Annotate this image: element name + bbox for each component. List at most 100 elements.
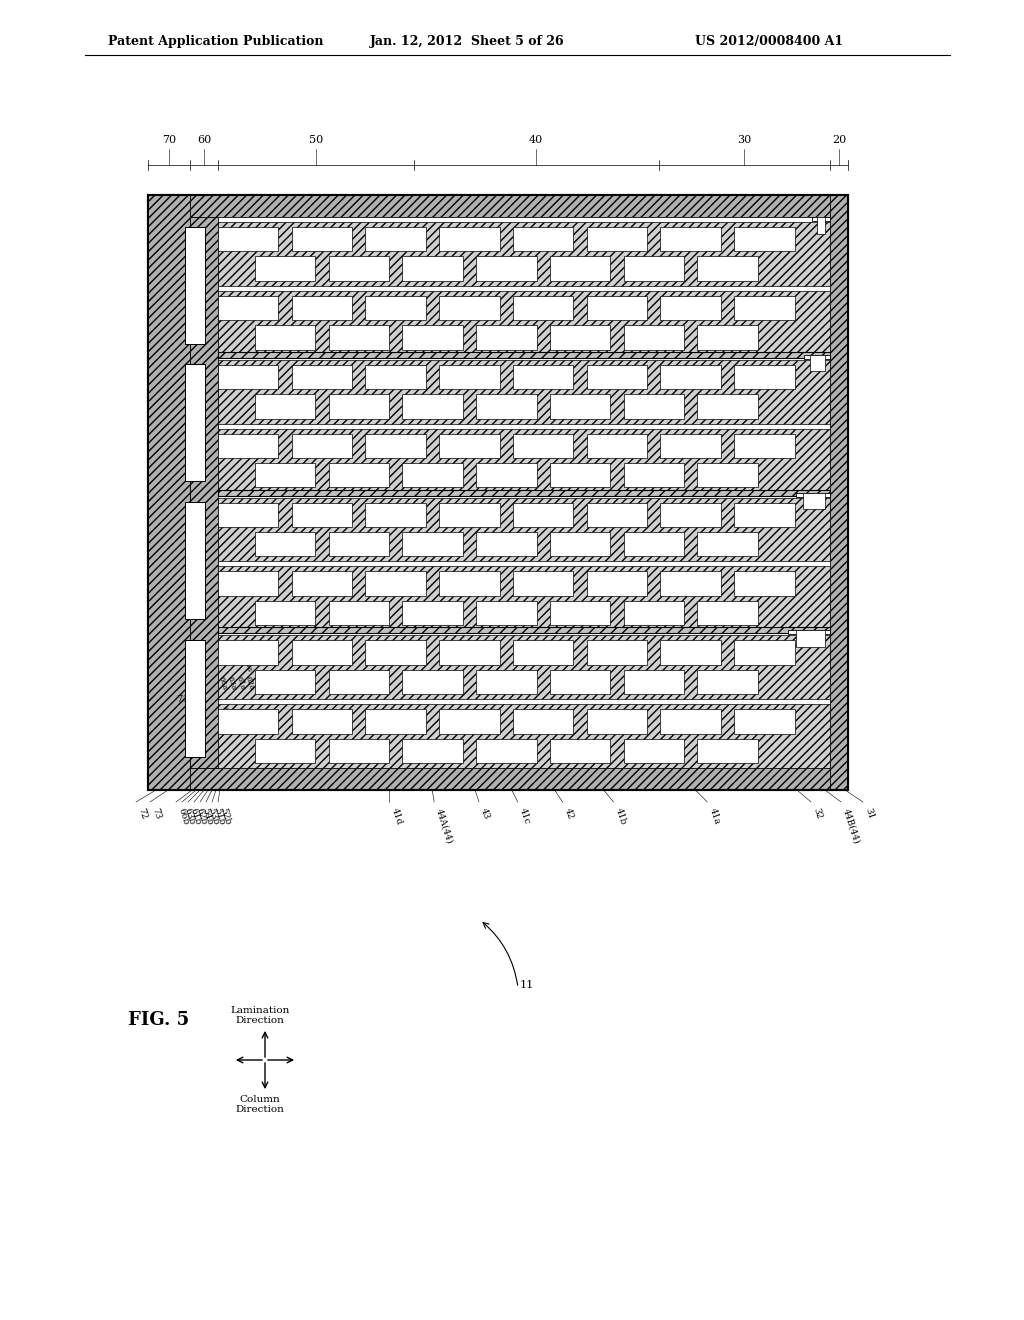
Bar (255, 532, 315, 556)
Bar (366, 364, 426, 389)
Text: 53b: 53b (206, 807, 220, 826)
Bar (218, 492, 830, 498)
Bar (329, 463, 389, 487)
Bar (218, 424, 830, 429)
Bar (550, 532, 610, 556)
Bar (660, 709, 721, 734)
Bar (218, 700, 830, 704)
Bar (830, 195, 848, 789)
Text: 53a: 53a (262, 675, 274, 692)
Bar (402, 256, 463, 281)
Bar (660, 503, 721, 527)
Bar (439, 640, 500, 665)
Bar (550, 256, 610, 281)
Bar (796, 630, 825, 647)
Bar (587, 572, 647, 595)
Bar (329, 739, 389, 763)
Bar (587, 709, 647, 734)
Bar (218, 296, 279, 321)
Bar (624, 669, 684, 694)
Text: 41a: 41a (708, 807, 721, 826)
Bar (402, 395, 463, 418)
Bar (185, 640, 205, 756)
Bar (366, 296, 426, 321)
Bar (402, 601, 463, 626)
Bar (218, 216, 830, 768)
Text: 51a: 51a (271, 675, 283, 692)
Bar (218, 640, 279, 665)
Bar (476, 325, 537, 350)
Bar (587, 503, 647, 527)
Bar (366, 503, 426, 527)
Bar (810, 355, 825, 371)
Bar (218, 572, 279, 595)
Text: 66a: 66a (217, 675, 229, 692)
Bar (697, 739, 758, 763)
Bar (366, 640, 426, 665)
Text: 11: 11 (520, 979, 535, 990)
Text: 31: 31 (863, 807, 876, 821)
Bar (218, 434, 279, 458)
Bar (439, 227, 500, 251)
Bar (329, 532, 389, 556)
Bar (734, 296, 795, 321)
Bar (476, 395, 537, 418)
Bar (218, 561, 830, 566)
Bar (255, 739, 315, 763)
Bar (148, 195, 848, 216)
Bar (366, 434, 426, 458)
Text: 32: 32 (811, 807, 823, 821)
Bar (550, 325, 610, 350)
Text: 62a: 62a (244, 675, 256, 692)
Bar (697, 325, 758, 350)
Bar (624, 739, 684, 763)
Bar (439, 364, 500, 389)
Bar (329, 256, 389, 281)
Text: 51b: 51b (212, 807, 226, 826)
Bar (513, 296, 573, 321)
Text: 64b: 64b (220, 705, 232, 721)
Text: 63b: 63b (182, 807, 196, 826)
Bar (660, 296, 721, 321)
Bar (439, 434, 500, 458)
Text: 30: 30 (737, 135, 752, 145)
Text: 70: 70 (162, 135, 176, 145)
Text: 52a: 52a (280, 675, 292, 692)
Bar (329, 395, 389, 418)
Text: FIG. 5: FIG. 5 (128, 1011, 189, 1030)
Bar (255, 256, 315, 281)
Bar (185, 364, 205, 482)
Bar (697, 395, 758, 418)
Bar (218, 351, 830, 358)
Bar (587, 227, 647, 251)
Bar (402, 739, 463, 763)
Bar (292, 572, 352, 595)
Bar (218, 490, 830, 495)
Bar (292, 434, 352, 458)
Bar (255, 669, 315, 694)
Bar (190, 216, 218, 768)
Bar (812, 216, 830, 220)
Bar (803, 492, 825, 510)
Bar (513, 364, 573, 389)
Bar (366, 709, 426, 734)
Text: 44B(44): 44B(44) (841, 807, 861, 845)
Bar (329, 325, 389, 350)
Bar (148, 195, 848, 789)
Bar (292, 296, 352, 321)
Bar (218, 709, 279, 734)
Bar (218, 286, 830, 290)
Text: 73: 73 (150, 807, 162, 821)
Text: Column
Direction: Column Direction (236, 1096, 285, 1114)
Bar (817, 216, 825, 234)
Bar (550, 395, 610, 418)
Bar (624, 325, 684, 350)
Bar (292, 640, 352, 665)
Bar (329, 601, 389, 626)
Bar (697, 601, 758, 626)
Bar (218, 630, 830, 768)
Bar (587, 640, 647, 665)
Bar (550, 669, 610, 694)
Text: 62b: 62b (194, 807, 208, 826)
Bar (697, 256, 758, 281)
